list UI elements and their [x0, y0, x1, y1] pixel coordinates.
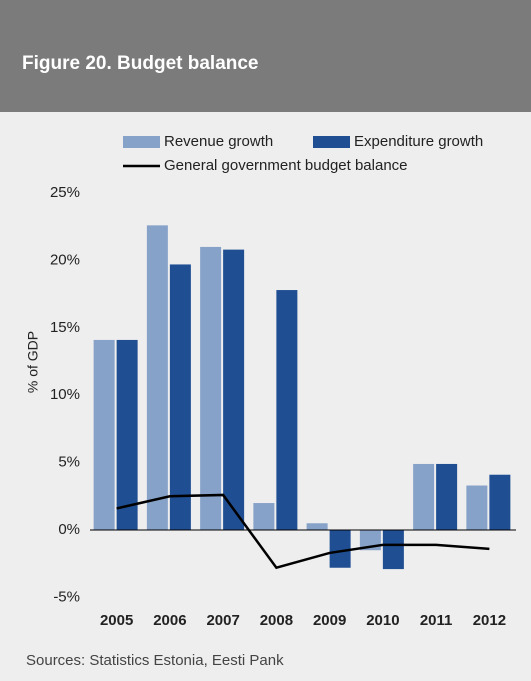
bar: [200, 246, 222, 531]
legend-label: Expenditure growth: [354, 133, 483, 150]
bar: [306, 523, 328, 530]
bar: [329, 530, 351, 568]
x-tick-label: 2011: [420, 612, 453, 629]
x-tick-label: 2008: [260, 612, 293, 629]
bar: [169, 264, 191, 530]
y-tick-label: 0%: [58, 521, 80, 538]
y-tick-label: 5%: [58, 454, 80, 471]
y-tick-label: 10%: [50, 386, 80, 403]
source-note: Sources: Statistics Estonia, Eesti Pank: [26, 652, 284, 669]
line: [116, 493, 490, 570]
bar: [466, 485, 488, 530]
x-tick-label: 2012: [473, 612, 506, 629]
x-tick-label: 2010: [366, 612, 399, 629]
x-tick-label: 2006: [153, 612, 186, 629]
bar: [116, 339, 138, 530]
bar: [223, 249, 245, 530]
y-axis-label: % of GDP: [25, 331, 41, 393]
x-tick-label: 2005: [100, 612, 133, 629]
bar: [93, 339, 115, 530]
x-tick-label: 2009: [313, 612, 346, 629]
bar: [436, 463, 458, 530]
header-band: [0, 0, 531, 112]
y-tick-label: 25%: [50, 184, 80, 201]
y-tick-label: 20%: [50, 251, 80, 268]
bar: [146, 225, 168, 531]
bar: [253, 503, 275, 530]
chart-title: Figure 20. Budget balance: [22, 53, 259, 74]
legend-label: Revenue growth: [164, 133, 273, 150]
bar: [382, 530, 404, 570]
x-tick-label: 2007: [206, 612, 239, 629]
legend-swatch: [123, 136, 160, 148]
legend-label: General government budget balance: [164, 157, 408, 174]
bar: [489, 474, 511, 530]
y-tick-label: 15%: [50, 319, 80, 336]
legend-swatch: [313, 136, 350, 148]
y-tick-label: -5%: [53, 588, 80, 605]
bar: [276, 290, 298, 530]
bar: [413, 463, 435, 530]
